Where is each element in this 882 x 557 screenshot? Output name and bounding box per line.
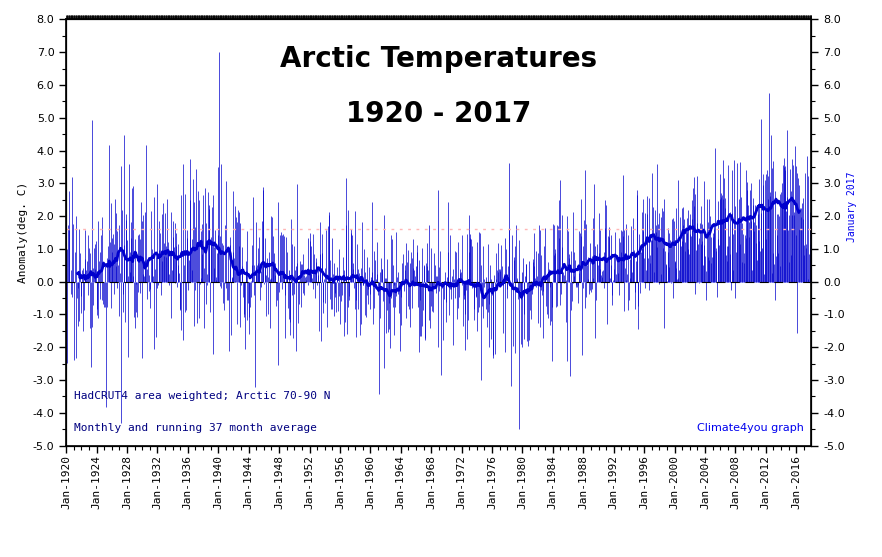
Text: Climate4you graph: Climate4you graph (697, 423, 804, 433)
Text: HadCRUT4 area weighted; Arctic 70-90 N: HadCRUT4 area weighted; Arctic 70-90 N (73, 391, 330, 401)
Text: Arctic Temperatures: Arctic Temperatures (280, 45, 597, 73)
Text: Monthly and running 37 month average: Monthly and running 37 month average (73, 423, 317, 433)
Y-axis label: Anomaly(deg. C): Anomaly(deg. C) (19, 182, 28, 283)
Text: January 2017: January 2017 (848, 172, 857, 242)
Text: 1920 - 2017: 1920 - 2017 (346, 100, 532, 129)
